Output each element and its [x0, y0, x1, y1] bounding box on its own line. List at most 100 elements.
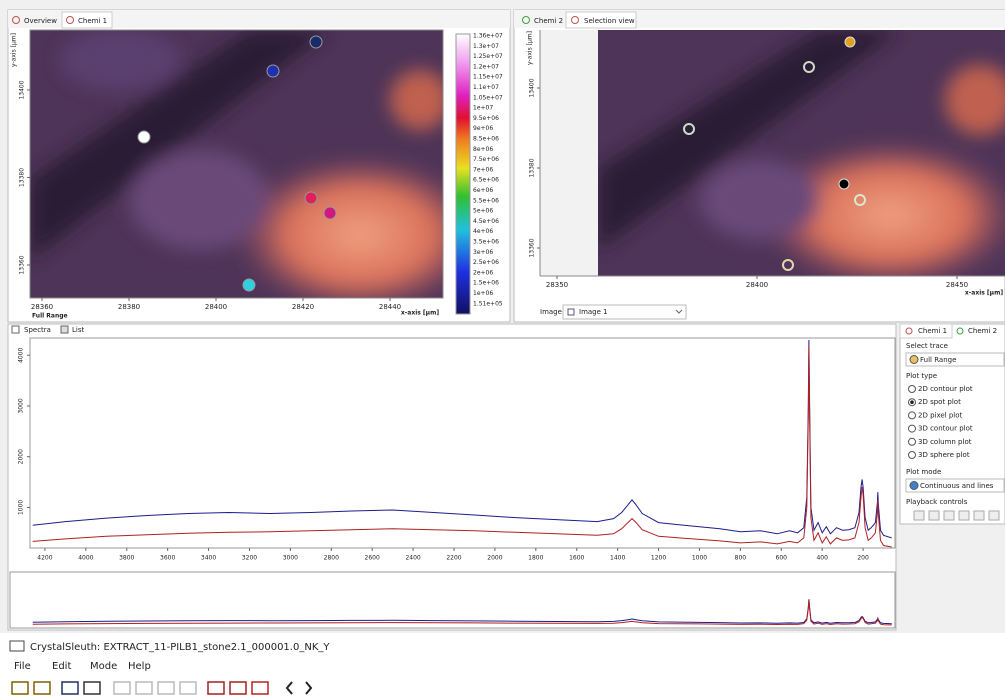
- toolbar-button[interactable]: [179, 681, 197, 695]
- x-tick-label: 3400: [201, 555, 216, 562]
- toolbar-back[interactable]: [285, 681, 293, 695]
- toolbar-button[interactable]: [135, 681, 153, 695]
- tab-bar: [514, 10, 1005, 28]
- playback-button[interactable]: [943, 510, 955, 521]
- toolbar-button[interactable]: [207, 681, 225, 695]
- toolbar-button[interactable]: [61, 681, 79, 695]
- overview-line: [32, 599, 892, 626]
- y-tick-label: 13400: [19, 80, 26, 99]
- colorbar-label: 8.5e+06: [473, 136, 499, 143]
- colorbar-label: 1.15e+07: [473, 74, 503, 81]
- colorbar-label: 3e+06: [473, 249, 493, 256]
- tab[interactable]: Chemi 2: [534, 17, 563, 25]
- trace-dropdown[interactable]: [905, 352, 1005, 367]
- x-tick-label: 2000: [487, 555, 502, 562]
- tab-active[interactable]: [61, 11, 113, 29]
- x-tick-label: 2600: [365, 555, 380, 562]
- radio[interactable]: [908, 411, 916, 420]
- range-label: Full Range: [32, 313, 68, 320]
- app-icon: [9, 640, 25, 652]
- radio-dot: [910, 400, 914, 405]
- tab[interactable]: Chemi 1: [78, 17, 107, 25]
- mode-dropdown[interactable]: [905, 478, 1005, 493]
- tab-icon: [11, 325, 20, 334]
- radio[interactable]: [908, 424, 916, 433]
- radio-label[interactable]: 2D spot plot: [918, 398, 961, 406]
- tab[interactable]: Overview: [24, 17, 57, 25]
- colorbar-label: 1.25e+07: [473, 53, 503, 60]
- toolbar-forward[interactable]: [305, 681, 313, 695]
- menu-item[interactable]: File: [14, 661, 31, 672]
- tab-active[interactable]: [899, 323, 953, 339]
- playback-button[interactable]: [988, 510, 1000, 521]
- x-tick-label: 28360: [31, 303, 53, 311]
- colorbar-label: 6.5e+06: [473, 177, 499, 184]
- menu-item[interactable]: Help: [128, 661, 151, 672]
- colorbar-label: 1.05e+07: [473, 94, 503, 101]
- tab[interactable]: Spectra: [24, 326, 51, 334]
- tab-active[interactable]: [565, 11, 637, 29]
- image-dropdown[interactable]: [562, 304, 687, 320]
- radio-label[interactable]: 3D contour plot: [918, 425, 973, 433]
- y-tick-label: 13380: [529, 158, 536, 177]
- tab[interactable]: Selection view: [584, 17, 635, 25]
- tab[interactable]: Chemi 2: [968, 327, 997, 335]
- plot-area: [29, 337, 896, 549]
- tab-icon: [12, 16, 20, 24]
- tab[interactable]: List: [72, 326, 84, 334]
- playback-button[interactable]: [958, 510, 970, 521]
- tab-icon: [522, 16, 530, 24]
- playback-button[interactable]: [973, 510, 985, 521]
- menu-item[interactable]: Edit: [52, 661, 71, 672]
- radio-label[interactable]: 2D contour plot: [918, 385, 973, 393]
- x-tick-label: 1000: [692, 555, 707, 562]
- y-tick-label: 13380: [19, 168, 26, 187]
- x-tick-label: 3600: [160, 555, 175, 562]
- menu-item[interactable]: Mode: [90, 661, 117, 672]
- radio-label[interactable]: 3D column plot: [918, 438, 972, 446]
- x-tick-label: 400: [816, 555, 828, 562]
- toolbar-button[interactable]: [83, 681, 101, 695]
- radio-label[interactable]: 3D sphere plot: [918, 451, 970, 459]
- colorbar-label: 1e+07: [473, 105, 493, 112]
- radio[interactable]: [908, 437, 916, 446]
- x-tick-label: 28380: [118, 303, 140, 311]
- radio[interactable]: [908, 385, 916, 393]
- toolbar-button[interactable]: [33, 681, 51, 695]
- toolbar-button[interactable]: [11, 681, 29, 695]
- colorbar-label: 4e+06: [473, 228, 493, 235]
- x-tick-label: 1200: [651, 555, 666, 562]
- x-tick-label: 600: [776, 555, 788, 562]
- x-tick-label: 28400: [746, 281, 768, 289]
- toolbar-button[interactable]: [229, 681, 247, 695]
- image-icon: [567, 308, 575, 316]
- x-tick-label: 28440: [379, 303, 401, 311]
- playback-button[interactable]: [928, 510, 940, 521]
- image-select[interactable]: Image 1: [579, 308, 608, 316]
- x-tick-label: 28400: [205, 303, 227, 311]
- window-title: CrystalSleuth: EXTRACT_11-PILB1_stone2.1…: [30, 642, 330, 653]
- colorbar-label: 1.2e+07: [473, 63, 499, 70]
- toolbar-button[interactable]: [113, 681, 131, 695]
- tab-icon: [66, 16, 74, 24]
- x-tick-label: 3000: [283, 555, 298, 562]
- map-image: [598, 30, 1005, 276]
- tab[interactable]: Chemi 1: [918, 327, 947, 335]
- radio[interactable]: [908, 451, 916, 459]
- colorbar-label: 4.5e+06: [473, 218, 499, 225]
- x-tick-label: 28450: [946, 281, 968, 289]
- toolbar-button[interactable]: [251, 681, 269, 695]
- tab-icon: [905, 327, 913, 335]
- trace-select[interactable]: Full Range: [920, 356, 956, 364]
- map-image: [30, 30, 443, 298]
- toolbar-button[interactable]: [157, 681, 175, 695]
- y-axis-label: y-axis [µm]: [527, 31, 534, 65]
- mode-select[interactable]: Continuous and lines: [920, 482, 994, 490]
- y-tick-label: 2000: [18, 449, 25, 464]
- plot-mode-label: Plot mode: [906, 468, 941, 476]
- y-tick-label: 13360: [529, 238, 536, 257]
- x-axis-label: x-axis [µm]: [401, 310, 439, 317]
- radio-label[interactable]: 2D pixel plot: [918, 411, 963, 419]
- playback-button[interactable]: [913, 510, 925, 521]
